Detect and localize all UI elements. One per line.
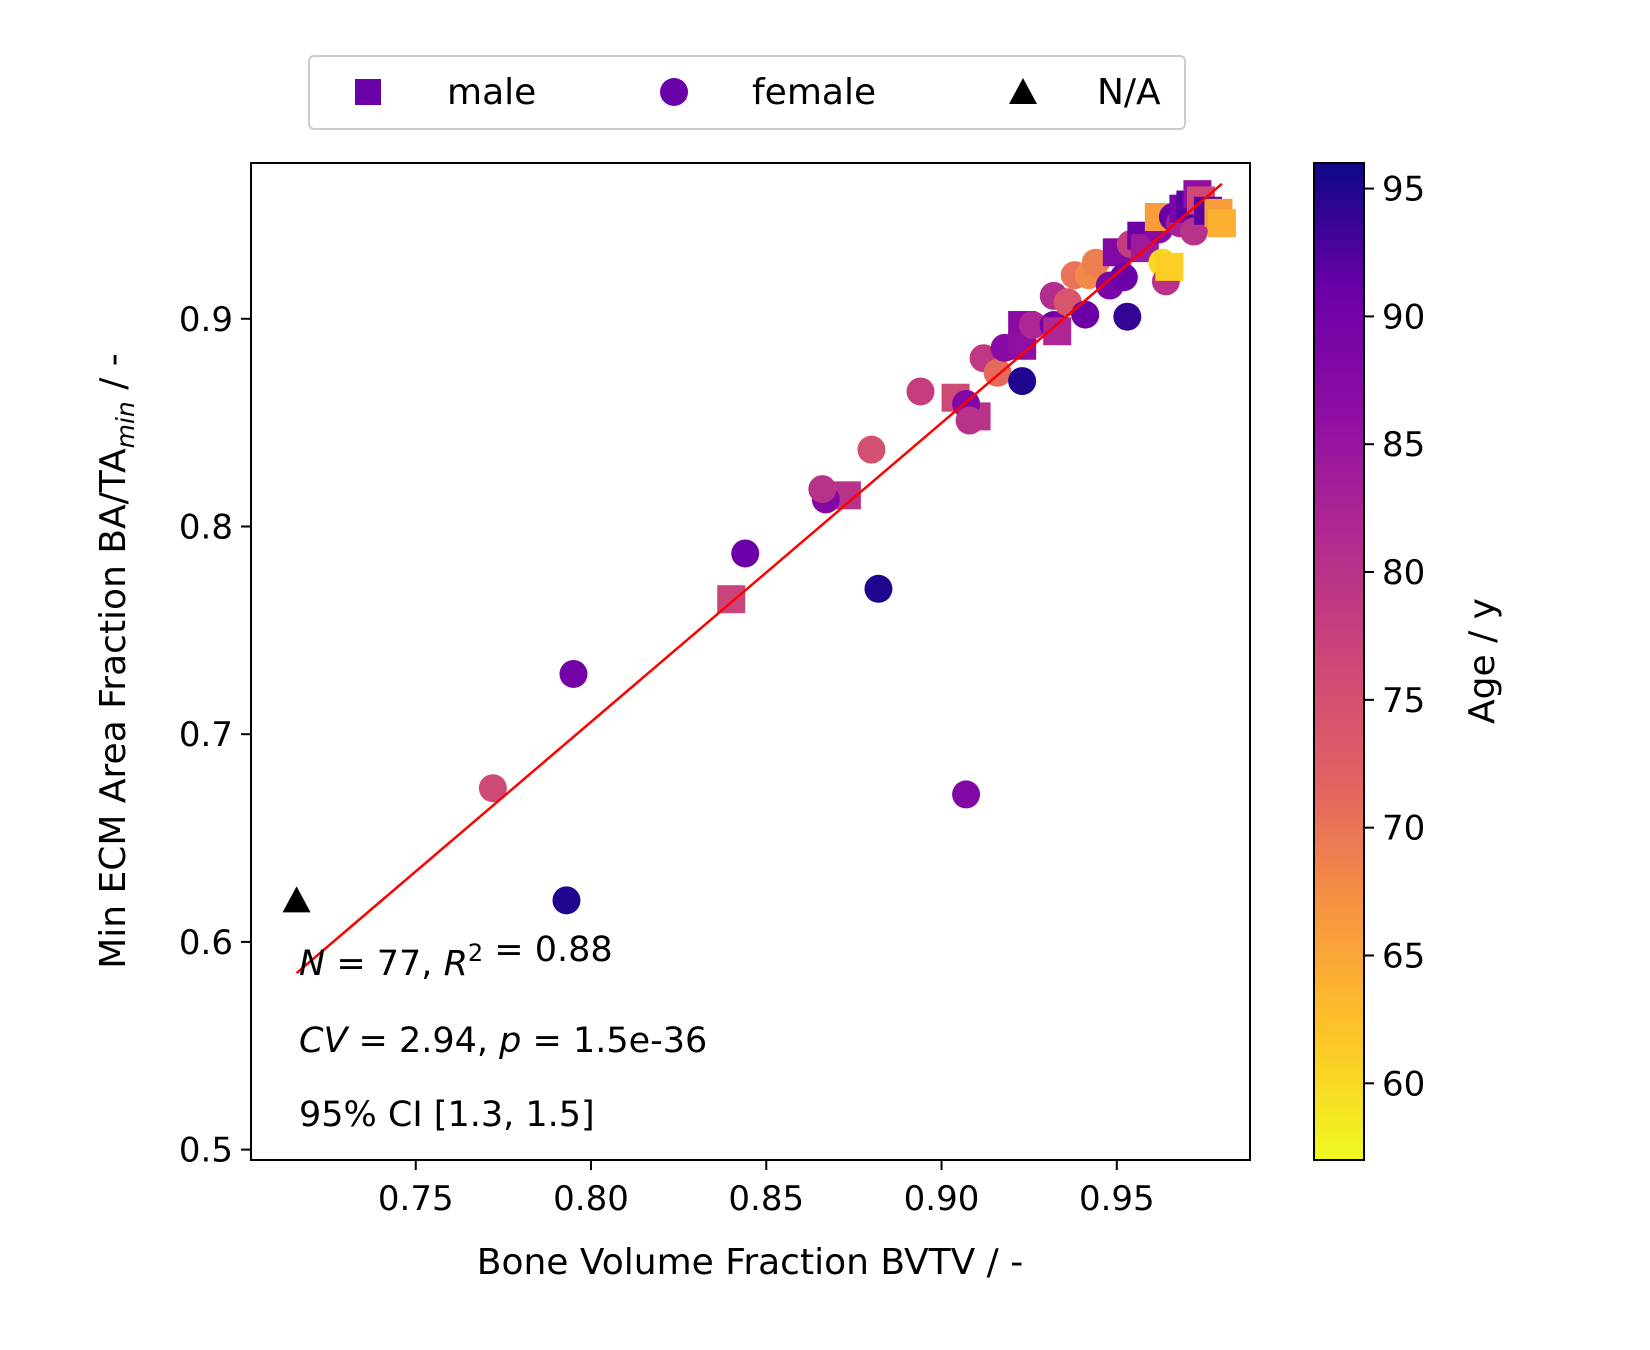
data-point-female [552, 886, 581, 915]
legend-na-label: N/A [1097, 72, 1161, 113]
data-point-female [952, 780, 981, 809]
legend-female-label: female [752, 72, 876, 113]
data-point-male [1207, 209, 1236, 238]
y-tick-label: 0.7 [179, 715, 233, 755]
legend-female-marker [660, 78, 688, 106]
x-tick-label: 0.80 [553, 1179, 629, 1219]
annotation-part: 95% CI [1.3, 1.5] [299, 1095, 595, 1135]
colorbar-ticks: 60 65 70 75 80 85 90 95 [1364, 170, 1425, 1104]
y-axis-title-main: Min ECM Area Fraction BA/TA [93, 448, 134, 969]
data-point-female [1109, 263, 1138, 292]
y-tick-label: 0.5 [179, 1131, 233, 1171]
stats-annotations: N = 77, R2 = 0.88 CV = 2.94, p = 1.5e-36 9… [299, 930, 707, 1135]
data-point-female [478, 774, 507, 803]
legend-male-label: male [447, 72, 536, 113]
y-tick-label: 0.6 [179, 923, 233, 963]
y-tick-label: 0.8 [179, 507, 233, 547]
colorbar-tick-label: 70 [1382, 809, 1425, 849]
x-axis-ticks: 0.75 0.80 0.85 0.90 0.95 [378, 1160, 1155, 1219]
data-point-female [857, 435, 886, 464]
annotation-line: CV = 2.94, p = 1.5e-36 [299, 1021, 707, 1061]
annotation-part: N [299, 944, 325, 984]
data-point-female [1008, 367, 1037, 396]
colorbar-tick-label: 75 [1382, 681, 1425, 721]
data-point-female [906, 377, 935, 406]
legend-box [308, 55, 1186, 130]
colorbar-tick-label: 90 [1382, 297, 1425, 337]
data-point-female [1018, 311, 1047, 340]
annotation-line: 95% CI [1.3, 1.5] [299, 1095, 595, 1135]
colorbar-tick-label: 80 [1382, 553, 1425, 593]
regression-line [295, 182, 1223, 975]
legend-male-marker [355, 79, 381, 105]
data-point-female [559, 659, 588, 688]
data-point-male [1155, 252, 1184, 281]
data-point-male [717, 585, 746, 614]
data-point-female [864, 574, 893, 603]
data-point-female [1071, 300, 1100, 329]
plot-frame [250, 162, 1251, 1161]
plot-area: 0.75 0.80 0.85 0.90 0.95 0.5 0.6 0.7 0.8 0.9 [179, 162, 1251, 1219]
y-axis-title: Min ECM Area Fraction BA/TAmin / - [93, 353, 140, 969]
colorbar-tick-label: 65 [1382, 936, 1425, 976]
annotation-part: R [444, 944, 468, 984]
y-axis-ticks: 0.5 0.6 0.7 0.8 0.9 [179, 300, 251, 1171]
colorbar: 60 65 70 75 80 85 90 95 Age / y [1313, 162, 1503, 1161]
x-tick-label: 0.95 [1079, 1179, 1155, 1219]
x-tick-label: 0.85 [728, 1179, 804, 1219]
points-layer [282, 180, 1236, 915]
legend-na-marker [1009, 78, 1037, 104]
legend: male female N/A [308, 55, 1186, 130]
data-point-female [1081, 248, 1110, 277]
data-point-female [731, 539, 760, 568]
colorbar-tick-label: 95 [1382, 170, 1425, 210]
data-point-female [955, 406, 984, 435]
colorbar-gradient [1313, 162, 1365, 1161]
annotation-part: = 77, [325, 944, 443, 984]
annotation-part: = 2.94, [347, 1021, 499, 1061]
colorbar-tick-label: 60 [1382, 1064, 1425, 1104]
data-point-female [1113, 302, 1142, 331]
colorbar-tick-label: 85 [1382, 425, 1425, 465]
x-axis-title: Bone Volume Fraction BVTV / - [477, 1242, 1023, 1283]
annotation-part: CV [299, 1021, 349, 1061]
annotation-part: = 1.5e-36 [521, 1021, 707, 1061]
y-tick-label: 0.9 [179, 300, 233, 340]
x-tick-label: 0.75 [378, 1179, 454, 1219]
annotation-part: 2 [468, 939, 483, 967]
annotation-part: p [498, 1021, 521, 1061]
y-axis-title-subscript: min [111, 401, 140, 448]
annotation-line: N = 77, R2 = 0.88 [299, 930, 613, 984]
data-point-na [282, 886, 311, 913]
x-tick-label: 0.90 [904, 1179, 980, 1219]
y-axis-title-suffix: / - [93, 353, 134, 401]
annotation-part: = 0.88 [483, 930, 613, 970]
data-point-female [808, 475, 837, 504]
colorbar-title: Age / y [1462, 598, 1503, 724]
